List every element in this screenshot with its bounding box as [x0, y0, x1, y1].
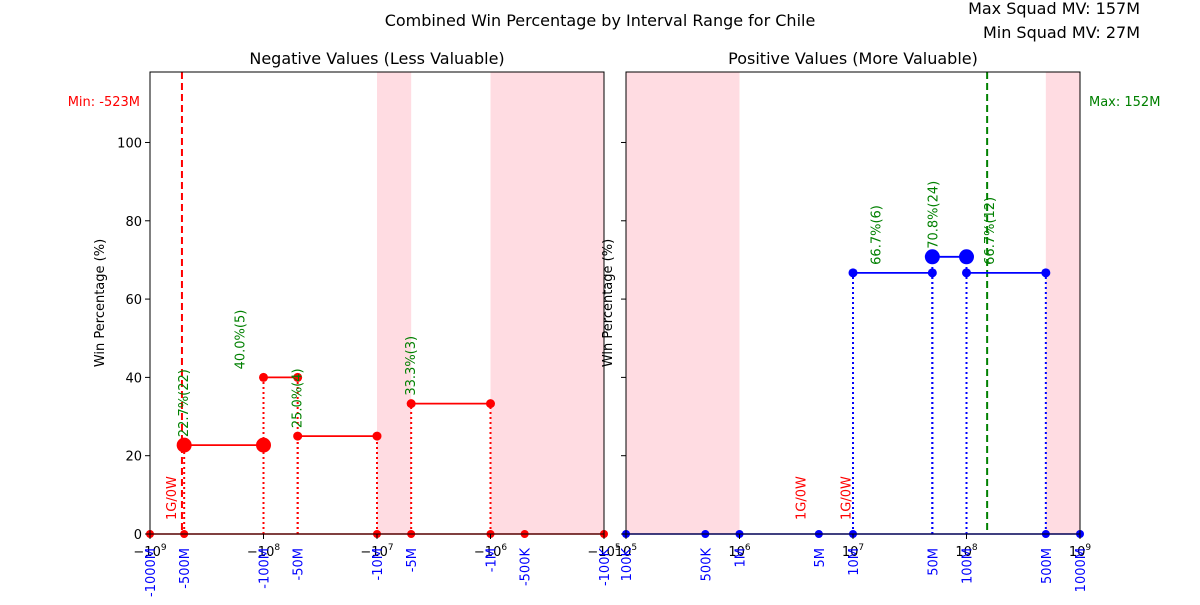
interval-label-1: -500M: [178, 548, 193, 589]
segment-point-1-end: [293, 372, 303, 382]
interval-label-3: 5M: [813, 548, 828, 568]
segment-annotation-1: 40.0%(5): [234, 310, 249, 370]
segment-point-0-end: [256, 437, 271, 453]
interval-label-4: -10M: [371, 548, 386, 580]
segment-point-2-end: [372, 431, 382, 441]
segment-annotation-1: 70.8%(24): [926, 181, 941, 249]
x-tick-label-1: −108: [247, 543, 280, 560]
y-tick-label-60: 60: [125, 293, 142, 308]
y-tick-label-80: 80: [125, 215, 142, 230]
segment-point-2-end: [1041, 268, 1051, 278]
segment-annotation-3: 33.3%(3): [404, 336, 419, 396]
segment-annotation-0: 66.7%(6): [870, 205, 885, 265]
x-tick-label-3: −106: [474, 543, 507, 560]
segment-point-1-end: [959, 249, 974, 265]
interval-label-7: -500K: [519, 548, 534, 587]
shaded-range-0: [626, 72, 740, 534]
interval-label-0: 100K: [620, 548, 635, 582]
segment-point-1-start: [924, 249, 940, 265]
max-line-label: Max: 152M: [1089, 95, 1160, 110]
segment-annotation-2: 66.7%(12): [983, 197, 998, 265]
segment-point-3-end: [486, 399, 495, 409]
interval-label-5: -5M: [405, 548, 420, 572]
interval-label-8: -100K: [598, 548, 613, 587]
interval-label-6: -1M: [485, 548, 500, 572]
interval-label-2: -100M: [258, 548, 273, 589]
segment-annotation-2: 25.0%(4): [290, 368, 305, 428]
chart-title: Combined Win Percentage by Interval Rang…: [385, 11, 816, 30]
segment-annotation-0: 22.7%(22): [177, 369, 192, 437]
positive-values-panel: Max: 152M 66.7%(6) 70.8%(24) 66.7%(12) 1G/0W…: [601, 49, 1160, 592]
y-tick-label-40: 40: [125, 371, 142, 386]
interval-label-1: 500K: [699, 548, 714, 582]
max-squad-info: Max Squad MV: 157M: [968, 0, 1140, 18]
y-axis-label: Win Percentage (%): [601, 239, 616, 367]
min-squad-info: Min Squad MV: 27M: [983, 23, 1140, 42]
interval-label-2: 1M: [734, 548, 749, 568]
shaded-range-0: [377, 72, 412, 534]
segment-point-1-start: [259, 372, 268, 382]
shaded-range-1: [490, 72, 604, 534]
negative-values-panel: Min: -523M 22.7%(22) 40.0%(5) 25.0%(4) 33.3%…: [68, 49, 621, 597]
panel-title: Negative Values (Less Valuable): [249, 49, 504, 68]
y-tick-label-20: 20: [125, 450, 142, 465]
panel-title: Positive Values (More Valuable): [728, 49, 978, 68]
segment-point-2-start: [293, 431, 303, 441]
y-axis-label: Win Percentage (%): [93, 239, 108, 367]
no-win-label-1: 1G/0W: [839, 476, 854, 520]
no-win-label-0: 1G/0W: [794, 476, 809, 520]
segment-point-0-start: [848, 268, 858, 278]
shaded-range-1: [1045, 72, 1080, 534]
interval-label-4: 10M: [847, 548, 862, 576]
segment-point-2-start: [962, 268, 971, 278]
segment-point-3-start: [406, 399, 416, 409]
interval-label-5: 50M: [926, 548, 941, 576]
x-tick-label-2: −107: [360, 543, 393, 560]
y-tick-label-100: 100: [117, 136, 142, 151]
no-win-label-0: 1G/0W: [165, 476, 180, 520]
interval-label-6: 100M: [961, 548, 976, 584]
interval-label-7: 500M: [1040, 548, 1055, 584]
y-tick-label-0: 0: [134, 528, 142, 543]
segment-point-0-start: [176, 437, 192, 453]
x-tick-label-4: −105: [587, 543, 620, 560]
interval-label-3: -50M: [292, 548, 307, 580]
min-line-label: Min: -523M: [68, 95, 140, 110]
x-tick-label-0: −109: [133, 543, 166, 560]
interval-label-0: -1000M: [144, 548, 159, 597]
interval-label-8: 1000M: [1074, 548, 1089, 592]
